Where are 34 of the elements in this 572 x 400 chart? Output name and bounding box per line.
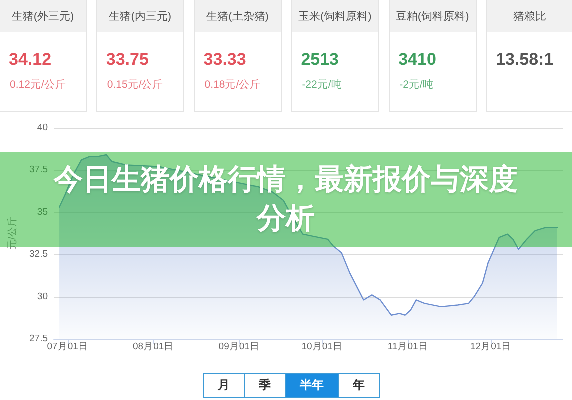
category-label: 猪粮比 [514,10,546,24]
text: 2513 [301,50,340,69]
y-tick-label: 35 [37,206,48,218]
y-tick-label: 37.5 [30,164,48,176]
x-tick-label: 09月01日 [218,342,260,352]
category-label: 生猪(土杂猪) [206,10,269,24]
text: 0.12元/公斤 [10,79,66,91]
x-tick-label: 11月01日 [388,342,428,352]
category-label: 生猪(外三元) [12,10,74,24]
text: -2元/吨 [400,79,434,91]
text: 3410 [398,50,436,69]
y-tick-label: 32.5 [30,249,48,260]
category-label: 半年 [300,377,324,394]
y-tick-label: 40 [37,122,48,134]
text: 33.75 [106,50,149,69]
text: -22元/吨 [302,79,342,91]
text: 13.58:1 [496,50,554,69]
y-tick-label: 27.5 [30,334,48,344]
text: 34.12 [9,50,52,69]
category-label: 豆粕(饲料原料) [396,10,470,24]
category-label: 生猪(内三元) [109,10,172,24]
text: 0.18元/公斤 [204,79,262,91]
text: 0.15元/公斤 [107,79,164,91]
category-label: 月 [218,377,230,394]
y-axis-title: 元/公斤 [6,217,18,250]
x-tick-label: 07月01日 [47,342,88,352]
x-tick-label: 08月01日 [133,342,174,352]
x-tick-label: 12月01日 [470,342,512,352]
x-tick-label: 10月01日 [302,342,343,352]
y-tick-label: 30 [37,291,48,302]
category-label: 玉米(饲料原料) [298,10,372,24]
text: 33.33 [204,50,246,69]
category-label: 季 [259,377,271,394]
category-label: 年 [353,377,365,394]
